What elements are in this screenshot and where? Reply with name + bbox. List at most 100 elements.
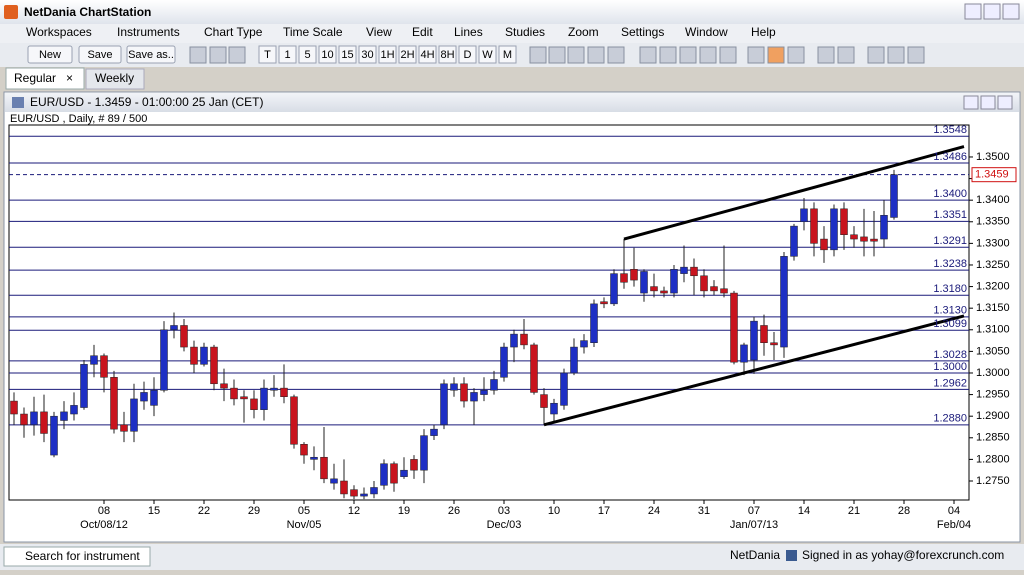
icon[interactable] [209,46,227,64]
icon[interactable] [907,46,925,64]
maximize-button[interactable] [983,3,1001,20]
icon[interactable] [699,46,717,64]
timescale-button[interactable] [438,45,457,64]
menu-item[interactable]: Help [751,25,776,39]
menu-item[interactable]: Settings [621,25,664,39]
candle-body [120,424,128,432]
timescale-button[interactable] [498,45,517,64]
candle-body [40,411,48,434]
candle-body [720,288,728,294]
toolbar-button[interactable] [78,45,122,64]
icon[interactable] [747,46,765,64]
candle-body [670,269,678,294]
y-tick-label: 1.3050 [976,345,1010,357]
icon[interactable] [548,46,566,64]
timescale-label: 4H [420,49,434,61]
timescale-button[interactable] [478,45,497,64]
candle-body [190,346,198,365]
timescale-button[interactable] [278,45,297,64]
toolbar-buttons: New Save Save as.. T 1 5 10 15 30 1H 2H 4H 8H D W M [27,45,517,64]
y-tick-label: 1.2900 [976,410,1010,422]
menu-item[interactable]: Time Scale [283,25,343,39]
window-close[interactable] [997,95,1013,110]
status-bar [0,544,1024,570]
candle-body [130,398,138,432]
icon[interactable] [529,46,547,64]
timescale-label: D [464,49,472,61]
menu-item[interactable]: Window [685,25,728,39]
last-price-label: 1.3459 [975,169,1009,181]
close-button[interactable] [1002,3,1020,20]
timescale-label: 8H [440,49,454,61]
icon[interactable] [867,46,885,64]
icon[interactable] [567,46,585,64]
x-tick-label: 10 [548,505,560,517]
toolbar-button[interactable] [126,45,176,64]
icon[interactable] [817,46,835,64]
x-tick-label: 19 [398,505,410,517]
tab[interactable] [85,68,145,90]
menu-item[interactable]: Edit [412,25,433,39]
trend-line [623,145,965,241]
candle-body [680,266,688,274]
icon[interactable] [887,46,905,64]
level-label: 1.3291 [933,235,967,247]
window-minimize[interactable] [963,95,979,110]
icon[interactable] [587,46,605,64]
icon[interactable] [679,46,697,64]
candle-body [300,444,308,456]
timescale-button[interactable] [338,45,357,64]
timescale-button[interactable] [458,45,477,64]
candle-body [280,387,288,397]
minimize-button[interactable] [964,3,982,20]
icon[interactable] [787,46,805,64]
candle-body [660,290,668,294]
candle-body [890,174,898,218]
candle-body [790,225,798,257]
timescale-button[interactable] [378,45,397,64]
menu-item[interactable]: View [366,25,392,39]
y-tick-label: 1.3200 [976,280,1010,292]
icon[interactable] [607,46,625,64]
timescale-button[interactable] [318,45,337,64]
tab-close[interactable]: × [66,71,73,85]
menu-item[interactable]: Zoom [568,25,599,39]
timescale-button[interactable] [358,45,377,64]
candle-body [370,487,378,495]
candle-body [110,377,118,430]
chart-window-header [5,93,1019,112]
window-restore[interactable] [980,95,996,110]
candle-body [270,387,278,391]
timescale-button[interactable] [258,45,277,64]
app-title: NetDania ChartStation [24,5,151,19]
timescale-button[interactable] [418,45,437,64]
icon[interactable] [189,46,207,64]
tab-active[interactable] [5,67,85,90]
x-tick-label: Feb/04 [937,519,971,531]
toolbar-button-label: Save as.. [128,49,174,61]
toolbar-button[interactable] [27,45,73,64]
timescale-label: 10 [321,49,333,61]
chart: 1.27501.28001.28501.29001.29501.30001.30… [8,124,1017,531]
timescale-label: T [264,49,271,61]
candle-body [180,325,188,348]
icon[interactable] [659,46,677,64]
timescale-label: 1 [284,49,290,61]
icon[interactable] [837,46,855,64]
menu-item[interactable]: Studies [505,25,545,39]
timescale-button[interactable] [398,45,417,64]
icon[interactable] [767,46,785,64]
icon[interactable] [639,46,657,64]
menu-item[interactable]: Lines [454,25,483,39]
menu-item[interactable]: Instruments [117,25,180,39]
x-tick-label: Oct/08/12 [80,519,128,531]
search-box[interactable] [3,546,151,567]
timescale-button[interactable] [298,45,317,64]
menu-item[interactable]: Chart Type [204,25,263,39]
menu-item[interactable]: Workspaces [26,25,92,39]
icon[interactable] [719,46,737,64]
timescale-label: 30 [361,49,373,61]
icon[interactable] [228,46,246,64]
candle-body [480,390,488,395]
